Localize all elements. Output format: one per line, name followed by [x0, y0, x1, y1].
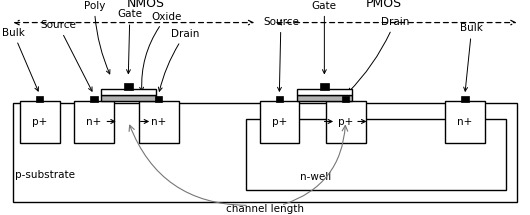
- Bar: [13, 103, 517, 202]
- Bar: [101, 89, 156, 95]
- Text: Source: Source: [40, 20, 92, 91]
- Text: p-substrate: p-substrate: [15, 170, 75, 180]
- Text: Drain: Drain: [348, 17, 409, 92]
- Text: Gate: Gate: [117, 9, 143, 74]
- Text: Source: Source: [263, 17, 299, 91]
- Text: n+: n+: [86, 117, 102, 127]
- Text: PMOS: PMOS: [366, 0, 402, 10]
- Text: p+: p+: [32, 117, 48, 127]
- Bar: [461, 96, 469, 102]
- Bar: [101, 95, 156, 101]
- Bar: [90, 96, 98, 102]
- Bar: [445, 101, 485, 143]
- Text: Bulk: Bulk: [460, 23, 483, 91]
- Text: Bulk: Bulk: [2, 28, 39, 91]
- Bar: [260, 101, 299, 143]
- Bar: [155, 96, 162, 102]
- Text: n+: n+: [457, 117, 473, 127]
- Bar: [342, 96, 349, 102]
- Text: n-well: n-well: [300, 172, 331, 182]
- Bar: [276, 96, 283, 102]
- Bar: [326, 101, 366, 143]
- Bar: [297, 95, 352, 101]
- Bar: [320, 83, 329, 90]
- Bar: [139, 101, 179, 143]
- Bar: [124, 83, 132, 90]
- Text: p+: p+: [338, 117, 354, 127]
- Bar: [297, 89, 352, 95]
- Text: Oxide: Oxide: [140, 11, 182, 91]
- Text: Gate: Gate: [312, 1, 337, 74]
- Text: Drain: Drain: [158, 29, 200, 91]
- Text: p+: p+: [272, 117, 287, 127]
- Bar: [246, 119, 506, 190]
- Bar: [20, 101, 60, 143]
- Text: Poly: Poly: [84, 1, 110, 74]
- Text: NMOS: NMOS: [127, 0, 165, 10]
- Text: n+: n+: [151, 117, 166, 127]
- Bar: [74, 101, 114, 143]
- Text: channel length: channel length: [226, 204, 304, 214]
- Bar: [36, 96, 43, 102]
